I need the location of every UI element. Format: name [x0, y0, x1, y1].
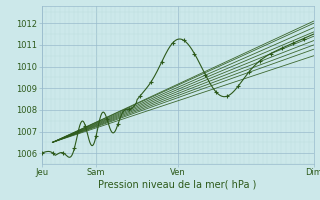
X-axis label: Pression niveau de la mer( hPa ): Pression niveau de la mer( hPa )	[99, 180, 257, 190]
